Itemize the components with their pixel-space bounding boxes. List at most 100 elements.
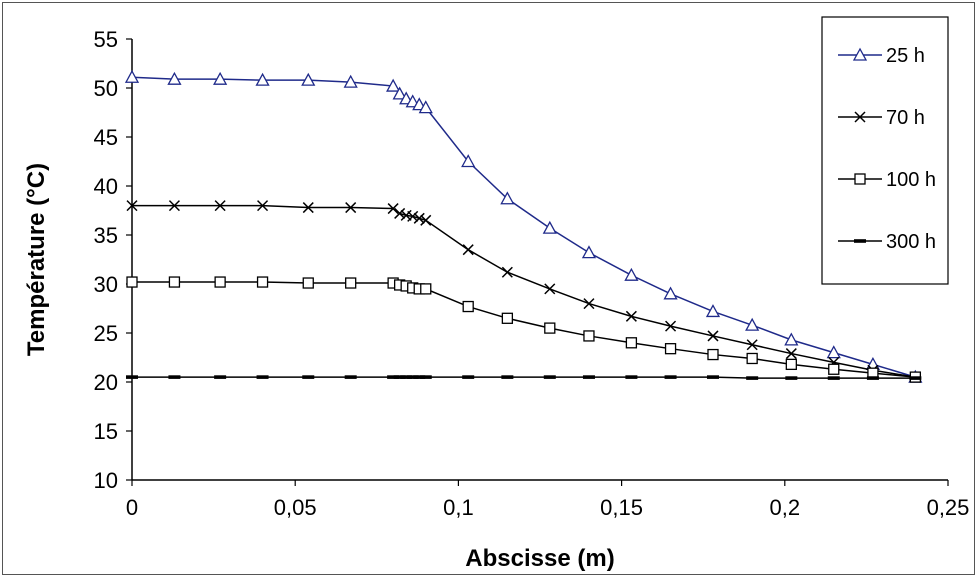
series-100h bbox=[126, 276, 922, 383]
data-point-70h bbox=[544, 283, 556, 295]
data-point-100h bbox=[214, 276, 226, 288]
y-tick-label: 45 bbox=[94, 125, 118, 150]
data-point-70h bbox=[420, 214, 432, 226]
data-point-25h bbox=[124, 69, 140, 83]
data-point-70h bbox=[168, 200, 180, 212]
y-tick-label: 40 bbox=[94, 174, 118, 199]
data-point-100h bbox=[126, 276, 138, 288]
data-point-25h bbox=[461, 154, 476, 168]
data-point-70h bbox=[407, 210, 419, 222]
data-point-300h bbox=[785, 376, 798, 380]
data-point-300h bbox=[827, 376, 840, 380]
data-point-70h bbox=[501, 266, 513, 278]
data-point-300h bbox=[582, 375, 595, 379]
x-axis-title: Abscisse (m) bbox=[465, 545, 614, 572]
y-tick-label: 30 bbox=[94, 272, 118, 297]
series-25h bbox=[124, 69, 923, 383]
data-point-100h bbox=[168, 276, 181, 288]
y-tick-label: 20 bbox=[94, 370, 118, 395]
data-point-300h bbox=[400, 375, 413, 379]
legend-label-70h: 70 h bbox=[886, 107, 925, 129]
series-layer bbox=[124, 69, 923, 383]
x-tick-label: 0,15 bbox=[600, 495, 643, 520]
data-point-300h bbox=[543, 375, 556, 379]
data-point-25h bbox=[542, 220, 557, 234]
data-point-70h bbox=[413, 212, 425, 224]
data-point-300h bbox=[909, 376, 922, 380]
data-point-300h bbox=[501, 375, 514, 379]
data-point-25h bbox=[500, 191, 515, 205]
data-point-70h bbox=[302, 202, 314, 214]
data-point-25h bbox=[386, 78, 401, 92]
legend-box bbox=[821, 16, 949, 285]
data-point-100h bbox=[583, 330, 595, 342]
data-point-70h bbox=[214, 200, 226, 212]
data-point-70h bbox=[583, 298, 595, 310]
data-point-70h bbox=[665, 320, 677, 332]
data-point-300h bbox=[126, 375, 138, 379]
data-point-300h bbox=[393, 375, 406, 379]
data-point-100h bbox=[785, 358, 797, 371]
legend: 25 h 70 h 100 h 300 h bbox=[821, 16, 949, 285]
data-point-70h bbox=[345, 202, 357, 214]
data-point-300h bbox=[344, 375, 357, 379]
data-point-25h bbox=[418, 100, 433, 114]
series-300h bbox=[126, 375, 922, 380]
data-point-100h bbox=[664, 343, 677, 355]
plot-area: 10 15 20 25 30 35 40 45 50 55 0 0,05 0,1 0,15 0,2 0,25 bbox=[94, 27, 970, 520]
x-tick-label: 0 bbox=[126, 495, 138, 520]
data-point-70h bbox=[257, 200, 269, 212]
y-tick-label: 25 bbox=[94, 321, 118, 346]
legend-label-100h: 100 h bbox=[886, 169, 936, 191]
legend-label-300h: 300 h bbox=[886, 231, 936, 253]
data-point-300h bbox=[214, 375, 227, 379]
y-tick-label: 35 bbox=[94, 223, 118, 248]
data-point-25h bbox=[167, 71, 182, 85]
data-point-25h bbox=[255, 72, 270, 86]
data-point-100h bbox=[828, 363, 840, 375]
data-point-25h bbox=[705, 304, 721, 318]
data-point-70h bbox=[394, 207, 406, 219]
data-point-25h bbox=[581, 245, 597, 259]
y-axis-title: Température (°C) bbox=[23, 163, 50, 356]
data-point-300h bbox=[866, 376, 879, 380]
data-point-70h bbox=[625, 310, 637, 322]
data-point-70h bbox=[126, 200, 138, 212]
data-point-100h bbox=[501, 312, 514, 324]
data-point-70h bbox=[707, 330, 719, 342]
data-point-25h bbox=[784, 332, 799, 346]
y-tick-label: 50 bbox=[94, 76, 118, 101]
legend-marker-300h bbox=[854, 239, 866, 243]
x-tick-label: 0,25 bbox=[927, 495, 970, 520]
data-point-100h bbox=[625, 337, 638, 349]
data-point-300h bbox=[413, 375, 426, 379]
data-point-100h bbox=[544, 322, 556, 334]
data-point-100h bbox=[256, 276, 269, 288]
x-tick-label: 0,1 bbox=[443, 495, 474, 520]
y-tick-label: 10 bbox=[94, 468, 118, 493]
data-point-25h bbox=[745, 317, 760, 331]
data-point-300h bbox=[462, 375, 475, 379]
legend-marker-70h bbox=[854, 111, 866, 123]
x-tick-label: 0,05 bbox=[274, 495, 317, 520]
data-point-100h bbox=[420, 283, 432, 295]
series-line-25h bbox=[131, 76, 916, 378]
data-point-300h bbox=[302, 375, 315, 379]
data-point-300h bbox=[256, 375, 269, 379]
data-point-70h bbox=[746, 339, 758, 351]
data-point-300h bbox=[746, 376, 759, 380]
data-point-300h bbox=[706, 375, 719, 379]
data-point-100h bbox=[707, 348, 719, 361]
legend-marker-25h bbox=[852, 47, 868, 61]
data-point-25h bbox=[826, 345, 841, 359]
y-tick-label: 55 bbox=[94, 27, 118, 52]
data-point-300h bbox=[625, 375, 638, 379]
data-point-300h bbox=[406, 375, 419, 379]
data-point-70h bbox=[387, 203, 399, 215]
data-point-25h bbox=[213, 71, 228, 85]
data-point-300h bbox=[664, 375, 677, 379]
data-point-25h bbox=[624, 267, 639, 281]
series-70h bbox=[126, 200, 921, 383]
data-point-100h bbox=[302, 277, 314, 289]
data-point-25h bbox=[343, 74, 358, 88]
